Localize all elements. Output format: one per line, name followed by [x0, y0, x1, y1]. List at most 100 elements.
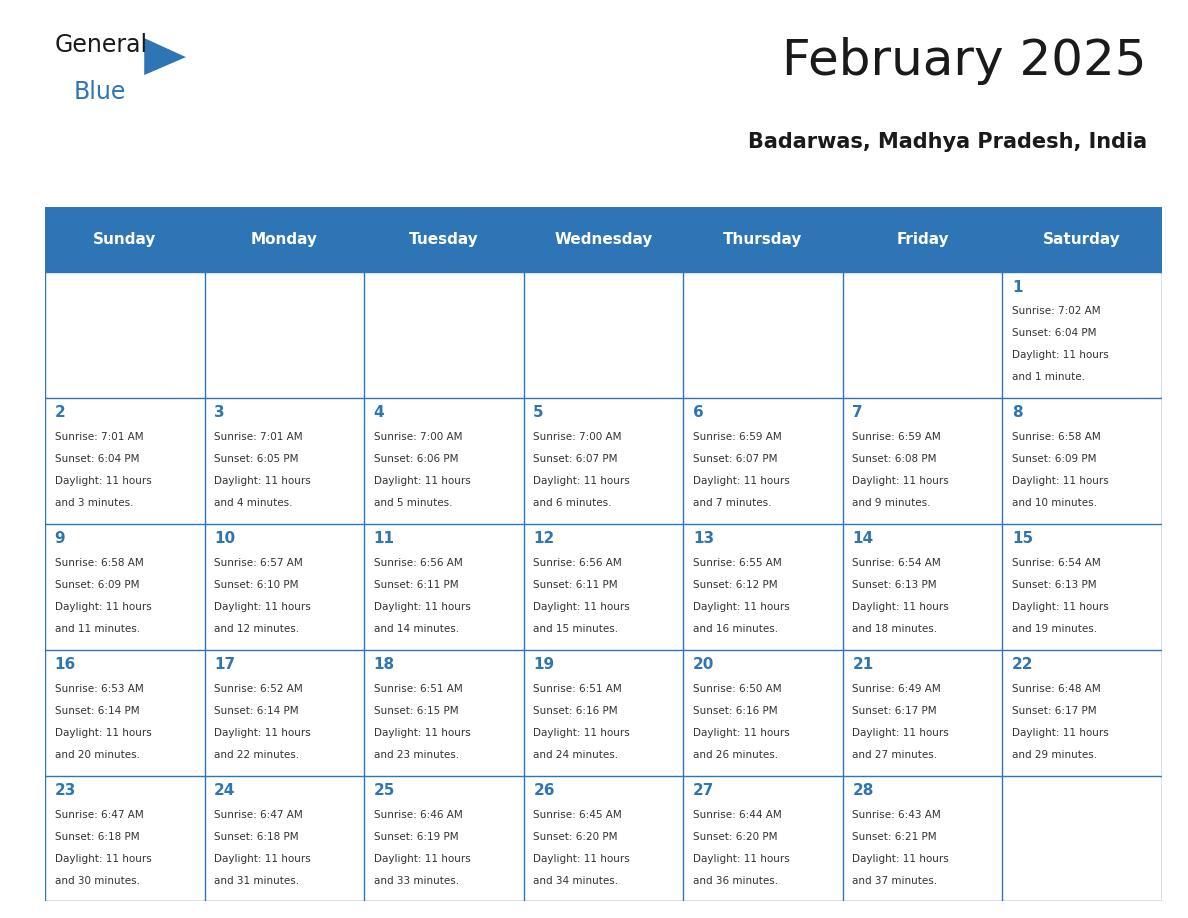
Text: Monday: Monday [251, 231, 318, 247]
Text: 12: 12 [533, 532, 555, 546]
Text: Sunrise: 6:46 AM: Sunrise: 6:46 AM [374, 810, 462, 820]
Text: 2: 2 [55, 406, 65, 420]
Text: Daylight: 11 hours: Daylight: 11 hours [55, 854, 151, 864]
Bar [204, 524, 365, 650]
Text: and 16 minutes.: and 16 minutes. [693, 624, 778, 634]
Text: Sunset: 6:09 PM: Sunset: 6:09 PM [1012, 453, 1097, 464]
Bar [204, 776, 365, 901]
Text: Daylight: 11 hours: Daylight: 11 hours [374, 602, 470, 612]
Text: Sunrise: 6:59 AM: Sunrise: 6:59 AM [693, 431, 782, 442]
Text: and 3 minutes.: and 3 minutes. [55, 498, 133, 508]
Text: Sunset: 6:17 PM: Sunset: 6:17 PM [1012, 706, 1097, 716]
Text: Sunset: 6:10 PM: Sunset: 6:10 PM [214, 580, 298, 590]
Text: Daylight: 11 hours: Daylight: 11 hours [852, 602, 949, 612]
Bar [842, 776, 1003, 901]
Text: Sunrise: 6:54 AM: Sunrise: 6:54 AM [852, 558, 941, 568]
Bar [204, 397, 365, 524]
Text: Daylight: 11 hours: Daylight: 11 hours [214, 602, 311, 612]
Text: Daylight: 11 hours: Daylight: 11 hours [693, 476, 790, 486]
Text: Friday: Friday [896, 231, 949, 247]
Text: Sunset: 6:09 PM: Sunset: 6:09 PM [55, 580, 139, 590]
Text: Sunset: 6:14 PM: Sunset: 6:14 PM [55, 706, 139, 716]
Bar [204, 650, 365, 776]
Text: and 37 minutes.: and 37 minutes. [852, 876, 937, 886]
Text: and 5 minutes.: and 5 minutes. [374, 498, 453, 508]
Bar [1003, 272, 1162, 397]
Bar [842, 650, 1003, 776]
Text: Sunrise: 7:00 AM: Sunrise: 7:00 AM [533, 431, 621, 442]
Text: Daylight: 11 hours: Daylight: 11 hours [852, 476, 949, 486]
Text: Sunset: 6:11 PM: Sunset: 6:11 PM [374, 580, 459, 590]
Text: and 27 minutes.: and 27 minutes. [852, 750, 937, 760]
Bar [365, 524, 524, 650]
Text: 4: 4 [374, 406, 385, 420]
Text: Daylight: 11 hours: Daylight: 11 hours [533, 476, 630, 486]
Text: and 30 minutes.: and 30 minutes. [55, 876, 140, 886]
Text: Sunrise: 6:58 AM: Sunrise: 6:58 AM [1012, 431, 1100, 442]
Text: Sunrise: 6:58 AM: Sunrise: 6:58 AM [55, 558, 144, 568]
Text: Tuesday: Tuesday [409, 231, 479, 247]
Text: Sunset: 6:06 PM: Sunset: 6:06 PM [374, 453, 459, 464]
Text: Sunrise: 7:00 AM: Sunrise: 7:00 AM [374, 431, 462, 442]
Text: Sunrise: 6:48 AM: Sunrise: 6:48 AM [1012, 684, 1100, 694]
Text: Sunrise: 6:47 AM: Sunrise: 6:47 AM [55, 810, 144, 820]
Text: and 1 minute.: and 1 minute. [1012, 372, 1085, 382]
Text: Sunset: 6:08 PM: Sunset: 6:08 PM [852, 453, 937, 464]
Text: Sunset: 6:18 PM: Sunset: 6:18 PM [214, 832, 299, 842]
Text: and 14 minutes.: and 14 minutes. [374, 624, 459, 634]
Text: Sunrise: 6:56 AM: Sunrise: 6:56 AM [374, 558, 462, 568]
Text: Daylight: 11 hours: Daylight: 11 hours [55, 476, 151, 486]
Text: Daylight: 11 hours: Daylight: 11 hours [214, 476, 311, 486]
Text: Sunset: 6:11 PM: Sunset: 6:11 PM [533, 580, 618, 590]
Text: Sunrise: 7:02 AM: Sunrise: 7:02 AM [1012, 306, 1100, 316]
Text: and 33 minutes.: and 33 minutes. [374, 876, 459, 886]
Text: 25: 25 [374, 783, 396, 798]
Bar [45, 524, 204, 650]
Text: and 15 minutes.: and 15 minutes. [533, 624, 619, 634]
Text: and 26 minutes.: and 26 minutes. [693, 750, 778, 760]
Text: Daylight: 11 hours: Daylight: 11 hours [533, 728, 630, 738]
Text: Sunset: 6:17 PM: Sunset: 6:17 PM [852, 706, 937, 716]
Text: Blue: Blue [74, 80, 126, 105]
Text: Sunset: 6:05 PM: Sunset: 6:05 PM [214, 453, 298, 464]
Text: 1: 1 [1012, 280, 1023, 295]
Text: 23: 23 [55, 783, 76, 798]
Text: 16: 16 [55, 657, 76, 672]
Text: Daylight: 11 hours: Daylight: 11 hours [374, 728, 470, 738]
Text: and 10 minutes.: and 10 minutes. [1012, 498, 1097, 508]
Text: Daylight: 11 hours: Daylight: 11 hours [55, 728, 151, 738]
Text: 18: 18 [374, 657, 394, 672]
Text: 14: 14 [852, 532, 873, 546]
Text: Sunset: 6:04 PM: Sunset: 6:04 PM [55, 453, 139, 464]
Bar [842, 397, 1003, 524]
Text: Sunset: 6:16 PM: Sunset: 6:16 PM [533, 706, 618, 716]
Text: Sunrise: 6:49 AM: Sunrise: 6:49 AM [852, 684, 941, 694]
Text: Sunrise: 6:53 AM: Sunrise: 6:53 AM [55, 684, 144, 694]
Text: Sunset: 6:18 PM: Sunset: 6:18 PM [55, 832, 139, 842]
Bar [524, 776, 683, 901]
Text: Sunrise: 6:44 AM: Sunrise: 6:44 AM [693, 810, 782, 820]
Bar [842, 272, 1003, 397]
Text: Daylight: 11 hours: Daylight: 11 hours [693, 602, 790, 612]
Text: Sunrise: 6:51 AM: Sunrise: 6:51 AM [533, 684, 623, 694]
Text: Daylight: 11 hours: Daylight: 11 hours [1012, 728, 1108, 738]
Text: Daylight: 11 hours: Daylight: 11 hours [533, 854, 630, 864]
Text: and 31 minutes.: and 31 minutes. [214, 876, 299, 886]
Bar [683, 650, 842, 776]
Text: and 19 minutes.: and 19 minutes. [1012, 624, 1097, 634]
Bar [1003, 524, 1162, 650]
Text: Wednesday: Wednesday [555, 231, 652, 247]
Bar [45, 207, 1162, 272]
Bar [204, 272, 365, 397]
Text: and 12 minutes.: and 12 minutes. [214, 624, 299, 634]
Text: Daylight: 11 hours: Daylight: 11 hours [533, 602, 630, 612]
Bar [45, 397, 204, 524]
Text: Sunrise: 6:55 AM: Sunrise: 6:55 AM [693, 558, 782, 568]
Text: Sunset: 6:16 PM: Sunset: 6:16 PM [693, 706, 777, 716]
Text: Daylight: 11 hours: Daylight: 11 hours [852, 728, 949, 738]
Bar [45, 776, 204, 901]
Text: Sunset: 6:04 PM: Sunset: 6:04 PM [1012, 328, 1097, 338]
Text: Sunset: 6:07 PM: Sunset: 6:07 PM [693, 453, 777, 464]
Text: 17: 17 [214, 657, 235, 672]
Bar [365, 776, 524, 901]
